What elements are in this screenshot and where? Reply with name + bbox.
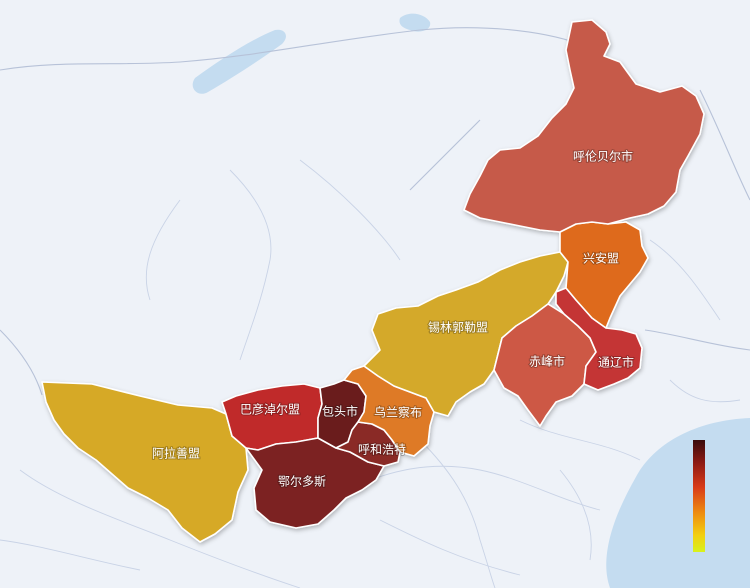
basemap-borders: [0, 27, 750, 396]
regions-layer[interactable]: [41, 19, 705, 543]
label-chifeng: 赤峰市: [529, 354, 565, 369]
label-xilingol: 锡林郭勒盟: [428, 320, 488, 335]
label-hulunbuir: 呼伦贝尔市: [573, 149, 633, 164]
basemap-water: [192, 13, 750, 588]
region-chifeng[interactable]: [493, 303, 597, 427]
label-tongliao: 通辽市: [598, 355, 634, 370]
label-alashan: 阿拉善盟: [152, 446, 200, 461]
label-ordos: 鄂尔多斯: [278, 474, 326, 489]
region-hulunbuir[interactable]: [463, 19, 705, 233]
basemap-roads: [0, 159, 741, 588]
region-ordos[interactable]: [245, 437, 385, 529]
region-xilingol[interactable]: [363, 251, 569, 417]
color-legend: [693, 440, 705, 552]
label-ulanqab: 乌兰察布: [374, 405, 422, 420]
region-alashan[interactable]: [41, 381, 249, 543]
legend-gradient-bar: [693, 440, 705, 552]
region-labels: 呼伦贝尔市 兴安盟 锡林郭勒盟 赤峰市 通辽市 乌兰察布 包头市 呼和浩特 巴彦…: [151, 148, 635, 490]
label-baotou: 包头市: [322, 404, 358, 419]
label-hohhot: 呼和浩特: [358, 442, 406, 457]
label-xing-an: 兴安盟: [583, 251, 619, 266]
label-bayannur: 巴彦淖尔盟: [240, 402, 300, 417]
